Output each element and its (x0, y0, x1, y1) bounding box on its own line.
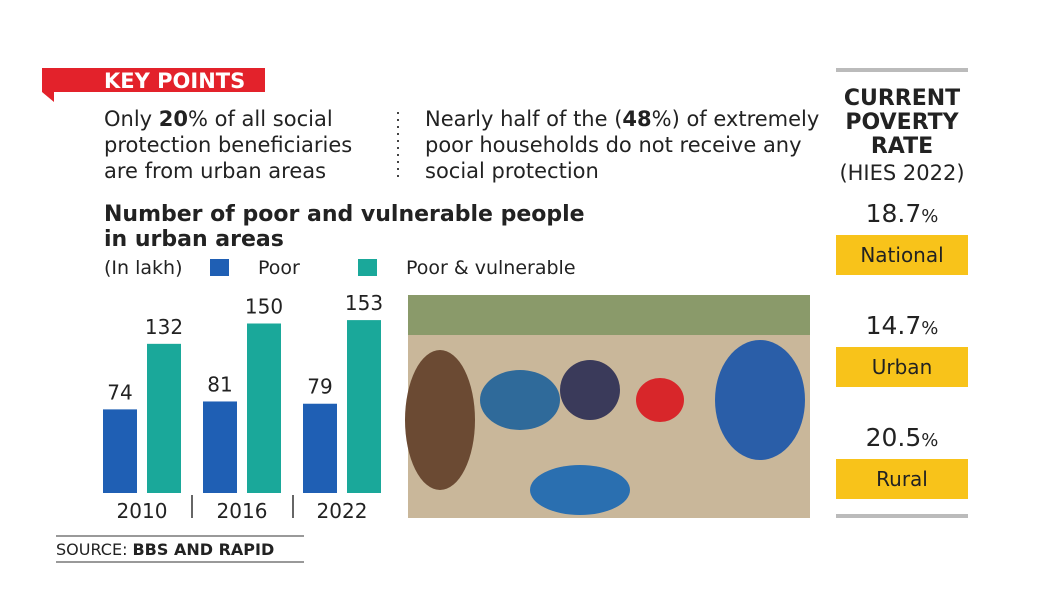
legend-swatch (210, 259, 229, 276)
source-label: SOURCE: (56, 540, 127, 559)
rate-title: POVERTY (845, 110, 959, 135)
rate-label: Urban (872, 355, 933, 379)
key-text: %) of extremely poor households do not r… (425, 107, 820, 183)
value-label: 81 (207, 372, 232, 396)
rate-number: 14.7 (866, 311, 922, 340)
rate-value: 18.7% (866, 199, 939, 228)
rate-title: CURRENT (844, 86, 960, 111)
chart-title-line: in urban areas (104, 227, 284, 252)
rate-box (836, 235, 968, 275)
value-label: 74 (107, 380, 132, 404)
key-text: Only (104, 107, 159, 131)
source-text: BBS AND RAPID (132, 540, 274, 559)
legend-label: Poor (258, 257, 300, 279)
x-tick-label: 2016 (217, 499, 268, 523)
rate-value: 20.5% (866, 423, 939, 452)
photo-person (480, 370, 560, 430)
rate-unit: % (921, 318, 938, 339)
header: KEY POINTS (104, 69, 245, 93)
rate-number: 20.5 (866, 423, 922, 452)
bar (303, 403, 337, 493)
photo-bucket (636, 378, 684, 422)
bar (103, 409, 137, 493)
rate-box (836, 347, 968, 387)
key-point: Only 20% of all social protection benefi… (104, 106, 384, 184)
key-point: Nearly half of the (48%) of extremely po… (425, 106, 825, 184)
rate-unit: % (921, 206, 938, 227)
photo-person (405, 350, 475, 490)
legend-swatch (358, 259, 377, 276)
bar (147, 343, 181, 493)
key-figure: 48 (622, 107, 652, 131)
rate-box (836, 459, 968, 499)
value-label: 79 (307, 375, 332, 399)
value-label: 150 (245, 295, 283, 319)
value-label: 132 (145, 315, 183, 339)
value-label: 153 (345, 291, 383, 315)
photo-person (560, 360, 620, 420)
rate-title: RATE (871, 134, 933, 159)
key-text: Nearly half of the ( (425, 107, 623, 131)
x-tick-label: 2010 (117, 499, 168, 523)
key-text: % of all social protection beneficiaries… (104, 107, 353, 183)
photo-trees (408, 295, 810, 335)
key-figure: 20 (158, 107, 189, 131)
chart-title-line: Number of poor and vulnerable people (104, 202, 585, 227)
chart-title: Number of poor and vulnerable people in u… (104, 202, 585, 252)
rate-number: 18.7 (866, 199, 922, 228)
source: SOURCE: BBS AND RAPID (56, 540, 274, 559)
bar (247, 323, 281, 493)
bar (347, 320, 381, 493)
bar (203, 401, 237, 493)
rate-value: 14.7% (866, 311, 939, 340)
rate-label: National (860, 243, 943, 267)
header-banner (42, 68, 265, 102)
photo-basin (530, 465, 630, 515)
rate-subtitle: (HIES 2022) (839, 161, 964, 185)
rate-unit: % (921, 430, 938, 451)
legend-label: Poor & vulnerable (406, 257, 576, 279)
rate-label: Rural (876, 467, 928, 491)
unit-label: (In lakh) (104, 257, 182, 279)
photo-person (715, 340, 805, 460)
photo (405, 295, 810, 518)
x-tick-label: 2022 (317, 499, 368, 523)
